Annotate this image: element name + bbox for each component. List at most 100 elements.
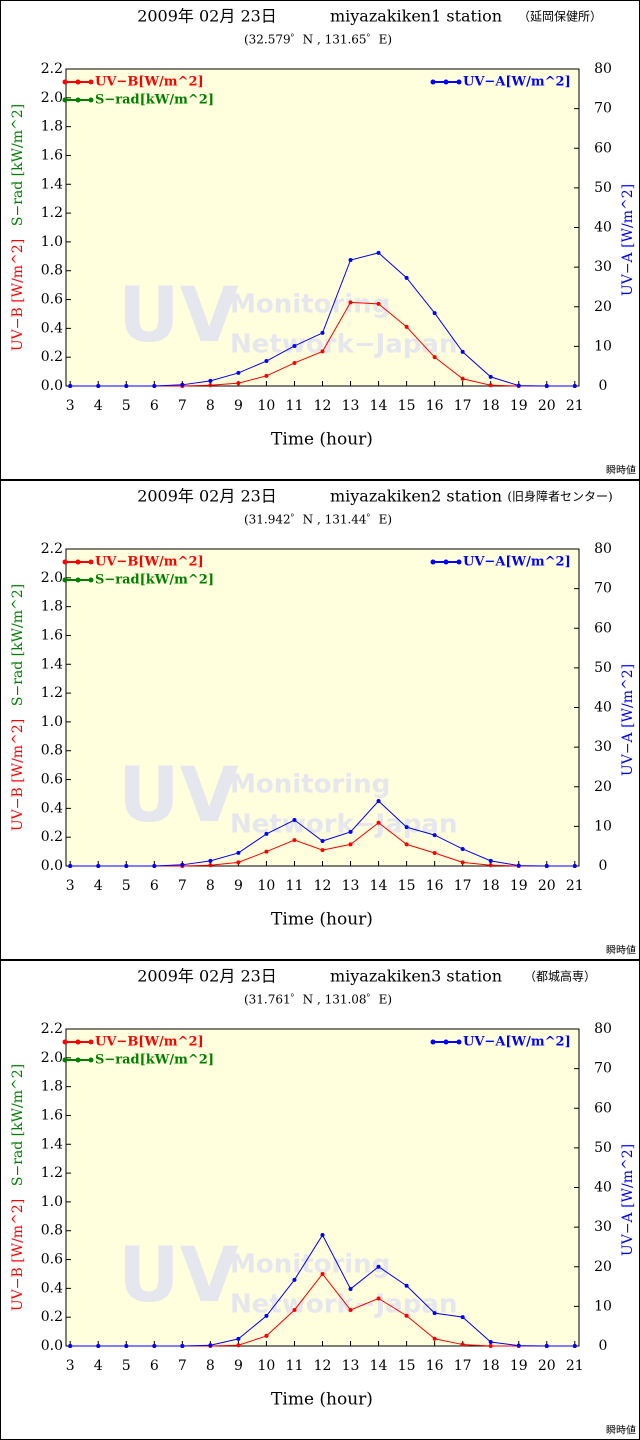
x-tick-label: 21 <box>566 398 584 414</box>
y2-tick-label: 30 <box>594 739 612 755</box>
point <box>236 1343 241 1348</box>
watermark: UV <box>118 750 239 839</box>
x-tick-label: 13 <box>342 398 360 414</box>
point <box>264 849 269 854</box>
point <box>544 1344 549 1348</box>
point <box>180 1344 185 1348</box>
x-tick-label: 15 <box>398 1358 416 1374</box>
point <box>320 349 325 354</box>
y2-tick-label: 60 <box>594 1100 612 1116</box>
y2-label: UV−A [W/m^2] <box>620 664 636 776</box>
legend-dot <box>88 97 94 103</box>
note: 瞬時値 <box>606 944 636 957</box>
point <box>320 848 325 853</box>
y-tick-label: 1.8 <box>41 599 63 615</box>
y-tick-label: 1.0 <box>41 234 63 250</box>
x-tick-label: 9 <box>234 1358 243 1374</box>
point <box>208 863 213 868</box>
point <box>432 1311 437 1316</box>
y-tick-label: 1.6 <box>41 1107 63 1123</box>
y-tick-label: 0.0 <box>41 1338 63 1354</box>
point <box>292 343 297 348</box>
legend-dot <box>456 79 462 85</box>
y-tick-label: 1.8 <box>41 119 63 135</box>
y2-tick-label: 0 <box>599 858 608 874</box>
x-tick-label: 15 <box>398 398 416 414</box>
legend-dot <box>75 1039 81 1045</box>
x-tick-label: 20 <box>538 398 556 414</box>
x-label: Time (hour) <box>271 1390 373 1410</box>
point <box>572 384 577 388</box>
legend-label: S−rad[kW/m^2] <box>95 573 214 588</box>
y2-tick-label: 70 <box>594 581 612 597</box>
legend-label: UV−B[W/m^2] <box>95 555 204 570</box>
point <box>68 384 73 388</box>
x-tick-label: 11 <box>286 398 304 414</box>
point <box>236 850 241 855</box>
x-tick-label: 10 <box>258 398 276 414</box>
point <box>348 842 353 847</box>
legend-dot <box>75 559 81 565</box>
y-tick-label: 0.6 <box>41 772 63 788</box>
legend-label: UV−B[W/m^2] <box>95 1035 204 1050</box>
y2-tick-label: 80 <box>594 1021 612 1037</box>
x-tick-label: 6 <box>150 878 159 894</box>
legend-dot <box>62 559 68 565</box>
point <box>96 1344 101 1348</box>
y2-tick-label: 30 <box>594 259 612 275</box>
point <box>68 1344 73 1348</box>
point <box>348 1307 353 1312</box>
point <box>432 851 437 856</box>
y-tick-label: 1.4 <box>41 656 63 672</box>
y2-tick-label: 10 <box>594 338 612 354</box>
x-tick-label: 5 <box>122 398 131 414</box>
y-label: S−rad [kW/m^2] <box>10 584 26 706</box>
y-tick-label: 0.2 <box>41 829 63 845</box>
point <box>208 858 213 863</box>
y-tick-label: 1.0 <box>41 714 63 730</box>
x-tick-label: 15 <box>398 878 416 894</box>
point <box>124 864 129 868</box>
plot-area <box>65 548 580 867</box>
point <box>376 1264 381 1269</box>
legend-label: UV−A[W/m^2] <box>463 555 571 570</box>
watermark: Monitoring <box>230 770 390 800</box>
point <box>68 864 73 868</box>
point <box>264 373 269 378</box>
y-label: S−rad [kW/m^2] <box>10 1064 26 1186</box>
y-tick-label: 0.0 <box>41 858 63 874</box>
legend-dot <box>62 79 68 85</box>
point <box>236 1336 241 1341</box>
point <box>264 831 269 836</box>
y2-tick-label: 50 <box>594 660 612 676</box>
point <box>460 846 465 851</box>
legend-dot <box>443 79 449 85</box>
point <box>320 330 325 335</box>
x-label: Time (hour) <box>271 910 373 930</box>
y2-tick-label: 60 <box>594 140 612 156</box>
x-tick-label: 4 <box>94 398 103 414</box>
x-tick-label: 11 <box>286 878 304 894</box>
x-tick-label: 13 <box>342 1358 360 1374</box>
legend-dot <box>75 97 81 103</box>
point <box>376 799 381 804</box>
legend-label: UV−B[W/m^2] <box>95 75 204 90</box>
point <box>432 833 437 838</box>
x-tick-label: 5 <box>122 1358 131 1374</box>
x-tick-label: 8 <box>206 878 215 894</box>
y2-label: UV−A [W/m^2] <box>620 184 636 296</box>
watermark: Network−Japan <box>230 1290 458 1320</box>
point <box>292 360 297 365</box>
y2-tick-label: 0 <box>599 378 608 394</box>
plot-area <box>65 1028 580 1347</box>
x-tick-label: 8 <box>206 398 215 414</box>
y-tick-label: 1.8 <box>41 1079 63 1095</box>
point <box>460 1315 465 1320</box>
point <box>516 383 521 388</box>
legend-dot <box>75 577 81 583</box>
point <box>124 1344 129 1348</box>
x-tick-label: 14 <box>370 1358 388 1374</box>
y-tick-label: 2.2 <box>41 1021 63 1037</box>
point <box>460 349 465 354</box>
x-tick-label: 7 <box>178 398 187 414</box>
